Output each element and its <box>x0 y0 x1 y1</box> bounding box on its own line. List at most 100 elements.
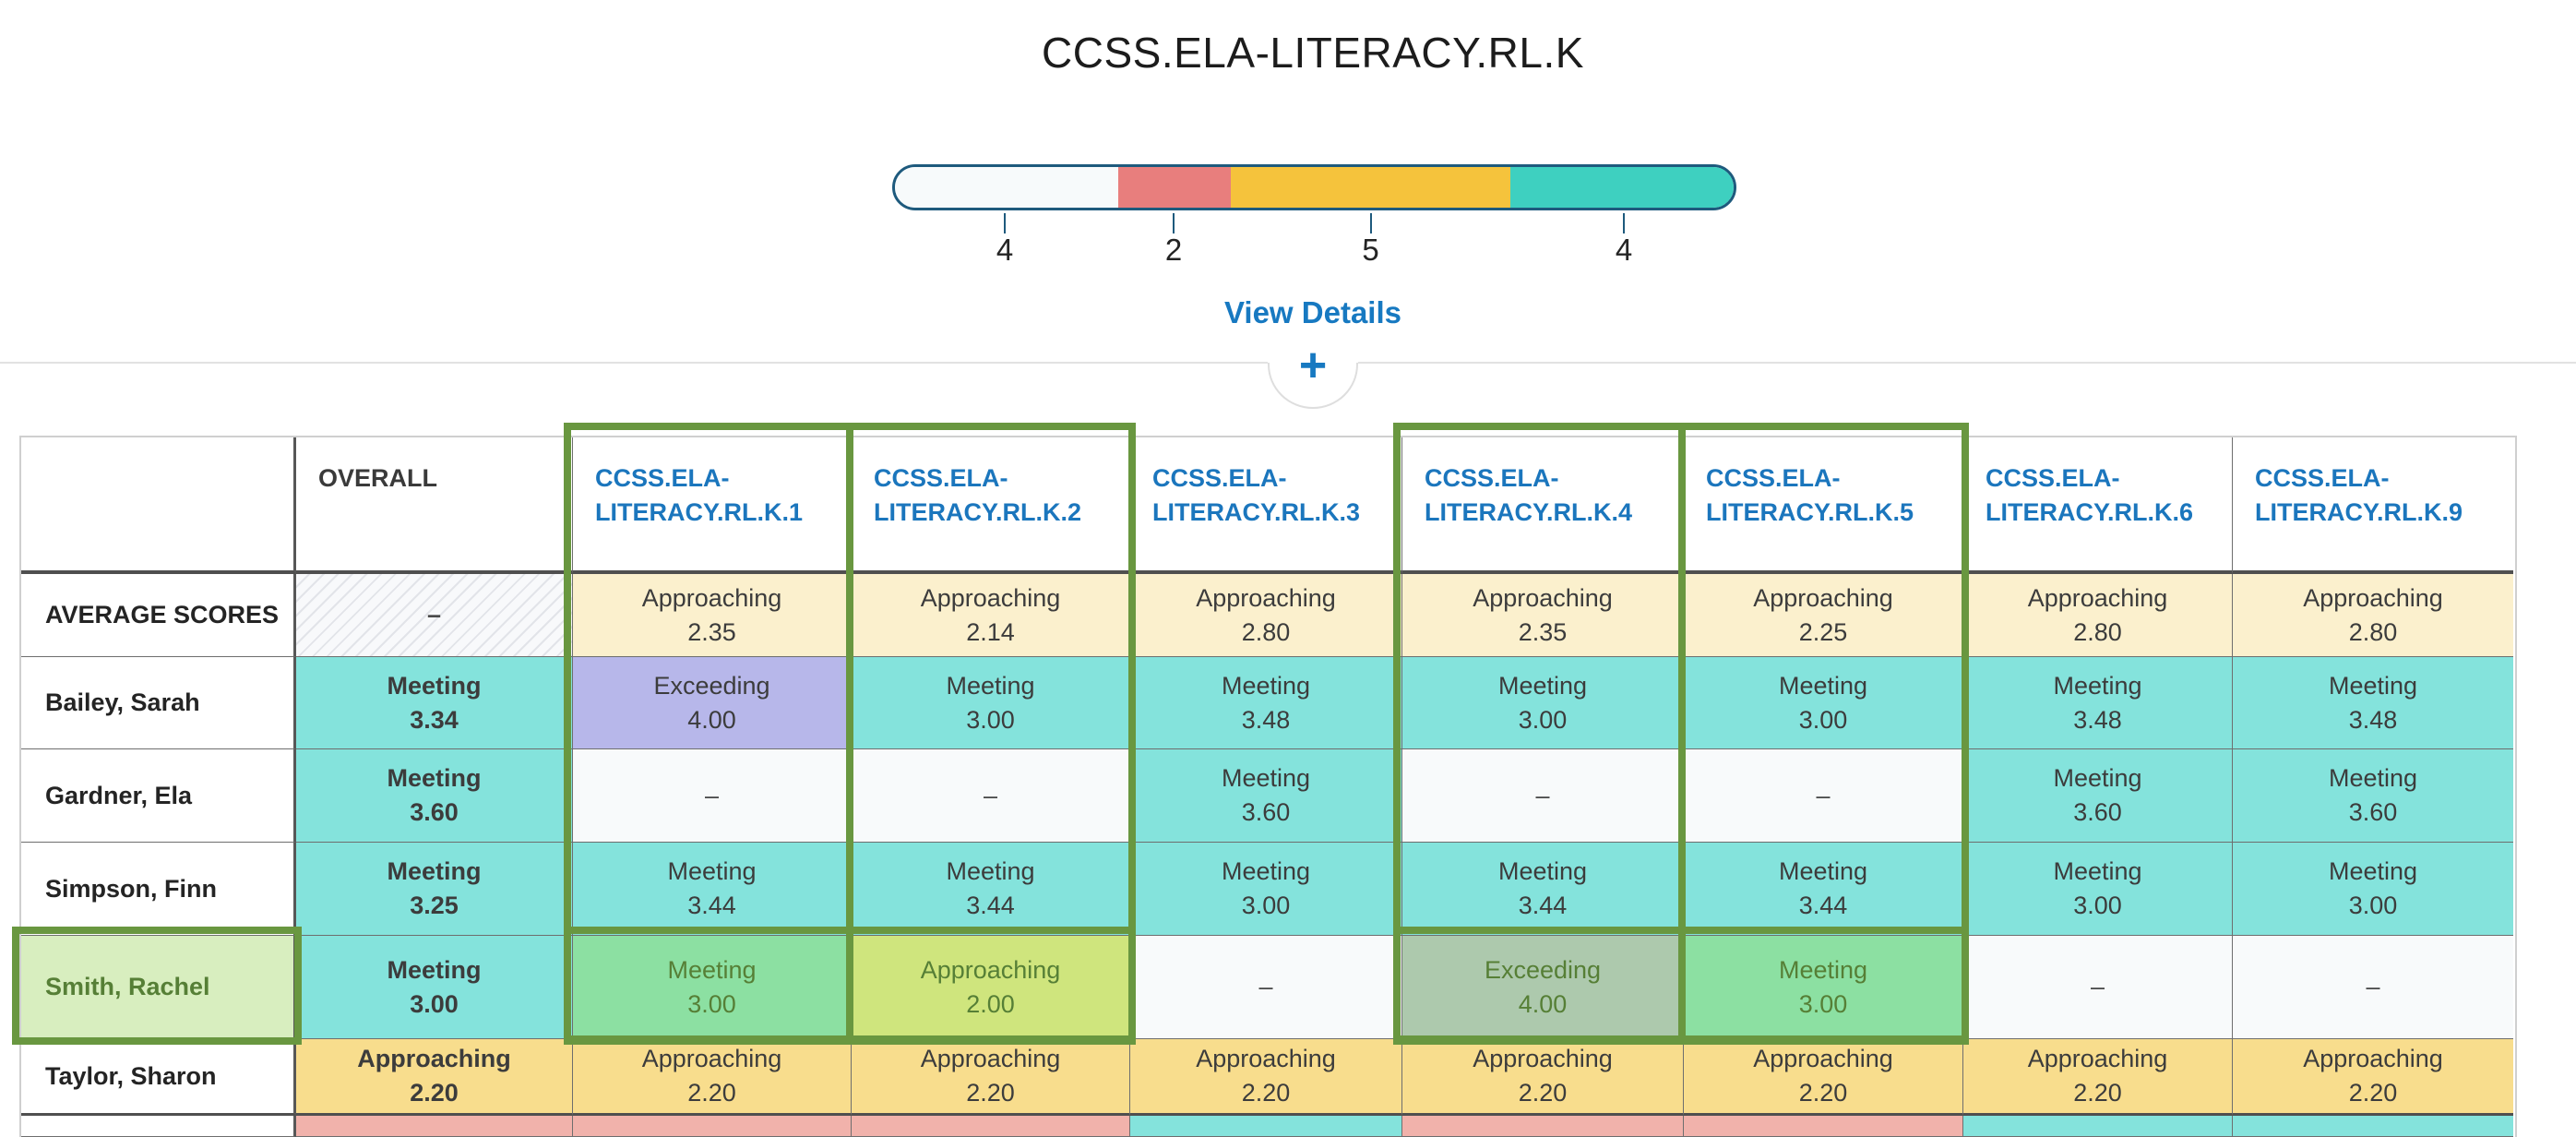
score-cell[interactable]: Approaching 2.20 <box>2233 1039 2513 1116</box>
page-title: CCSS.ELA-LITERACY.RL.K <box>1042 29 1584 77</box>
score-category-label: Approaching <box>1753 1045 1893 1072</box>
standard-column-link[interactable]: CCSS.ELA-LITERACY.RL.K.2 <box>874 464 1082 526</box>
student-name-cell[interactable]: Simpson, Finn <box>21 843 296 936</box>
score-value: 3.00 <box>2073 892 2122 919</box>
score-cell[interactable]: Approaching 2.20 <box>573 1039 852 1116</box>
standard-column-link[interactable]: CCSS.ELA-LITERACY.RL.K.5 <box>1706 464 1914 526</box>
average-score-cell: Approaching 2.80 <box>1963 574 2233 657</box>
score-cell[interactable]: Approaching 2.20 <box>1402 1039 1684 1116</box>
standards-grade-table: OVERALL CCSS.ELA-LITERACY.RL.K.1 CCSS.ELA-… <box>19 436 2517 1137</box>
score-category-label: Approaching <box>1196 583 1336 612</box>
score-cell[interactable]: Meeting 3.00 <box>296 936 573 1039</box>
score-category-label: Approaching <box>641 1045 782 1072</box>
score-cell[interactable]: Meeting 3.00 <box>1684 657 1963 749</box>
score-cell: – <box>852 749 1130 843</box>
column-header-cell[interactable]: CCSS.ELA-LITERACY.RL.K.4 <box>1402 437 1684 574</box>
standard-column-link[interactable]: CCSS.ELA-LITERACY.RL.K.6 <box>1986 464 2194 526</box>
score-value: 3.00 <box>1518 705 1568 734</box>
score-cell[interactable]: Approaching 2.20 <box>1130 1039 1402 1116</box>
score-cell[interactable]: Approaching 2.20 <box>296 1039 573 1116</box>
score-value: 3.25 <box>410 892 459 919</box>
column-header-cell[interactable]: CCSS.ELA-LITERACY.RL.K.1 <box>573 437 852 574</box>
bar-segment-not-scored[interactable] <box>895 167 1119 208</box>
score-cell[interactable]: Meeting 3.48 <box>1963 657 2233 749</box>
score-category-label: Meeting <box>387 955 482 984</box>
score-cell[interactable]: Meeting 3.25 <box>296 843 573 936</box>
bar-segment-approaching[interactable] <box>1230 167 1510 208</box>
score-value: 2.20 <box>1518 1079 1568 1107</box>
score-category-label: Meeting <box>946 671 1035 700</box>
score-cell[interactable]: Meeting 3.00 <box>1130 843 1402 936</box>
score-value: 2.20 <box>687 1079 736 1107</box>
average-score-cell: Approaching 2.14 <box>852 574 1130 657</box>
average-score-cell: – <box>296 574 573 657</box>
score-value: 2.25 <box>1798 617 1848 646</box>
score-value: 2.14 <box>966 617 1015 646</box>
score-cell[interactable]: Meeting 3.00 <box>1402 657 1684 749</box>
score-cell[interactable]: Meeting 3.00 <box>1684 936 1963 1039</box>
bar-segment-meeting[interactable] <box>1509 167 1734 208</box>
score-cell[interactable]: Meeting 3.00 <box>2233 843 2513 936</box>
score-cell[interactable]: Meeting 3.48 <box>2233 657 2513 749</box>
score-category-label: Meeting <box>1778 955 1868 984</box>
column-header-cell[interactable]: CCSS.ELA-LITERACY.RL.K.2 <box>852 437 1130 574</box>
column-header-cell[interactable]: CCSS.ELA-LITERACY.RL.K.3 <box>1130 437 1402 574</box>
score-category-label: Meeting <box>946 857 1035 885</box>
score-value: 2.20 <box>966 1079 1015 1107</box>
score-category-label: Meeting <box>1778 671 1868 700</box>
score-cell[interactable]: Meeting 3.60 <box>1963 749 2233 843</box>
column-header-cell[interactable]: CCSS.ELA-LITERACY.RL.K.6 <box>1963 437 2233 574</box>
score-cell[interactable]: Meeting 3.48 <box>1130 657 1402 749</box>
score-cell[interactable]: Meeting 3.44 <box>573 843 852 936</box>
student-name-cell[interactable]: Gardner, Ela <box>21 749 296 843</box>
standard-column-link[interactable]: CCSS.ELA-LITERACY.RL.K.4 <box>1425 464 1633 526</box>
score-cell[interactable]: Meeting 3.00 <box>1963 843 2233 936</box>
score-cell[interactable]: Exceeding 4.00 <box>1402 936 1684 1039</box>
score-cell[interactable]: Meeting 3.44 <box>1402 843 1684 936</box>
score-cell: – <box>2233 936 2513 1039</box>
score-category-label: Approaching <box>920 583 1061 612</box>
score-cell[interactable]: Meeting 3.00 <box>573 936 852 1039</box>
average-score-cell: Approaching 2.35 <box>1402 574 1684 657</box>
score-cell[interactable]: Approaching 2.20 <box>1963 1039 2233 1116</box>
average-score-cell: Approaching 2.80 <box>2233 574 2513 657</box>
score-category-label: Approaching <box>2303 1045 2443 1072</box>
view-details-link[interactable]: View Details <box>1224 295 1401 329</box>
expand-button[interactable]: + <box>1298 339 1328 392</box>
score-cell[interactable]: Approaching 2.20 <box>852 1039 1130 1116</box>
standard-summary-section: CCSS.ELA-LITERACY.RL.K 4 2 5 4 View Details… <box>0 0 2576 436</box>
score-cell[interactable]: Meeting 3.44 <box>852 843 1130 936</box>
column-header-cell[interactable]: CCSS.ELA-LITERACY.RL.K.9 <box>2233 437 2513 574</box>
score-cell[interactable]: Meeting 3.60 <box>2233 749 2513 843</box>
score-cell[interactable]: Exceeding 4.00 <box>573 657 852 749</box>
score-value: 2.80 <box>2073 617 2122 646</box>
score-cell: – <box>1402 749 1684 843</box>
score-category-label: Meeting <box>2053 671 2142 700</box>
score-value: 3.48 <box>2348 705 2398 734</box>
student-name-cell[interactable]: Taylor, Sharon <box>21 1039 296 1116</box>
score-cell <box>573 1116 852 1137</box>
score-cell[interactable]: Meeting 3.34 <box>296 657 573 749</box>
score-cell[interactable]: Approaching 2.20 <box>1684 1039 1963 1116</box>
standard-column-link[interactable]: CCSS.ELA-LITERACY.RL.K.3 <box>1152 464 1361 526</box>
standard-column-link[interactable]: CCSS.ELA-LITERACY.RL.K.9 <box>2255 464 2463 526</box>
student-name-cell[interactable]: Smith, Rachel <box>21 936 296 1039</box>
score-cell[interactable]: Meeting 3.60 <box>1130 749 1402 843</box>
score-cell <box>296 1116 573 1137</box>
score-cell[interactable]: Meeting 3.44 <box>1684 843 1963 936</box>
bar-segment-not-meeting[interactable] <box>1118 167 1231 208</box>
score-category-label: Meeting <box>2328 764 2418 792</box>
score-category-label: Approaching <box>2027 583 2168 612</box>
standard-column-link[interactable]: CCSS.ELA-LITERACY.RL.K.1 <box>595 464 804 526</box>
score-cell[interactable]: Approaching 2.00 <box>852 936 1130 1039</box>
student-name-cell[interactable]: Bailey, Sarah <box>21 657 296 749</box>
score-cell[interactable]: Meeting 3.60 <box>296 749 573 843</box>
section-divider-left <box>0 362 1268 364</box>
score-value: 4.00 <box>687 705 736 734</box>
column-header-cell[interactable]: CCSS.ELA-LITERACY.RL.K.5 <box>1684 437 1963 574</box>
average-score-cell: Approaching 2.35 <box>573 574 852 657</box>
score-value: 3.60 <box>1241 798 1291 826</box>
score-cell[interactable]: Meeting 3.00 <box>852 657 1130 749</box>
bar-tick <box>1173 213 1175 233</box>
table-row: Gardner, Ela Meeting 3.60– – Meeting 3.60– – Me… <box>21 749 2515 843</box>
